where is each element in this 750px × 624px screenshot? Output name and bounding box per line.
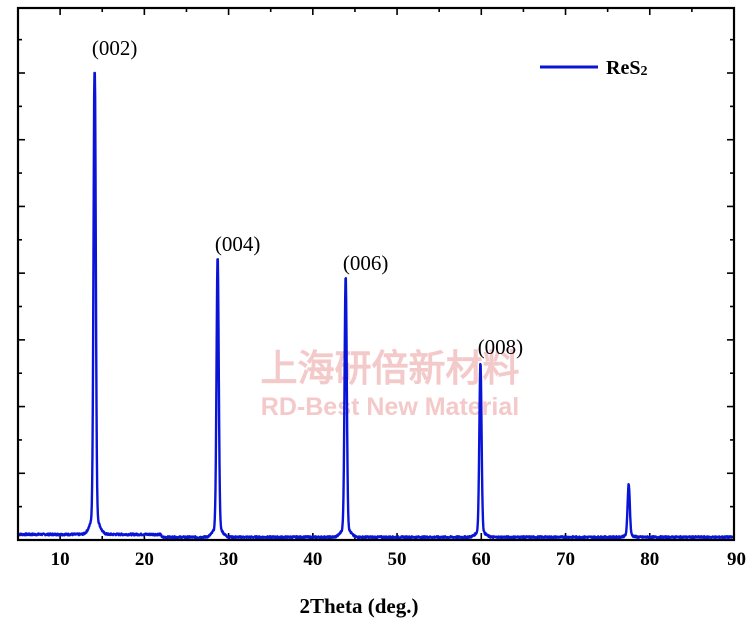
x-tick-label: 40 [303, 549, 322, 570]
x-tick-label: 60 [472, 549, 491, 570]
series-line-res2 [18, 73, 734, 538]
x-tick-labels: 10 20 30 40 50 60 70 80 90 [51, 549, 746, 570]
x-tick-label: 10 [51, 549, 70, 570]
x-tick-label: 30 [219, 549, 238, 570]
x-tick-label: 90 [727, 549, 746, 570]
x-tick-label: 50 [388, 549, 407, 570]
peak-labels: (002) (004) (006) (008) [92, 36, 523, 359]
x-tick-label: 80 [640, 549, 659, 570]
peak-label: (002) [92, 36, 138, 60]
x-tick-label: 20 [135, 549, 154, 570]
peak-label: (006) [343, 251, 389, 275]
x-tick-label: 70 [556, 549, 575, 570]
peak-label: (004) [215, 232, 261, 256]
legend-label-res2: ReS2 [606, 57, 647, 79]
x-axis-title: 2Theta (deg.) [300, 594, 419, 618]
peak-label: (008) [478, 335, 524, 359]
